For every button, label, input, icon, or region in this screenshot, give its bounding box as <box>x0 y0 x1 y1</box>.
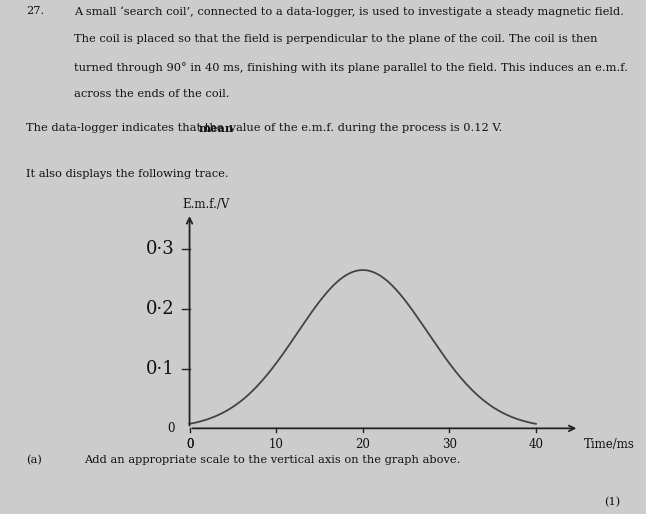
Text: 40: 40 <box>528 438 543 451</box>
Text: 0: 0 <box>186 438 193 451</box>
Text: 0: 0 <box>186 438 193 451</box>
Text: 0·2: 0·2 <box>146 300 175 318</box>
Text: E.m.f./V: E.m.f./V <box>182 198 229 211</box>
Text: across the ends of the coil.: across the ends of the coil. <box>74 89 230 99</box>
Text: (a): (a) <box>26 455 42 465</box>
Text: 0·1: 0·1 <box>146 360 175 378</box>
Text: The data-logger indicates that the: The data-logger indicates that the <box>26 123 227 133</box>
Text: value of the e.m.f. during the process is 0.12 V.: value of the e.m.f. during the process i… <box>226 123 503 133</box>
Text: 27.: 27. <box>26 6 44 16</box>
Text: 20: 20 <box>355 438 370 451</box>
Text: The coil is placed so that the field is perpendicular to the plane of the coil. : The coil is placed so that the field is … <box>74 34 598 44</box>
Text: 10: 10 <box>269 438 284 451</box>
Text: Add an appropriate scale to the vertical axis on the graph above.: Add an appropriate scale to the vertical… <box>84 455 461 465</box>
Text: A small ‘search coil’, connected to a data-logger, is used to investigate a stea: A small ‘search coil’, connected to a da… <box>74 6 624 17</box>
Text: turned through 90° in 40 ms, finishing with its plane parallel to the field. Thi: turned through 90° in 40 ms, finishing w… <box>74 62 628 72</box>
Text: 30: 30 <box>442 438 457 451</box>
Text: 0·3: 0·3 <box>146 240 175 258</box>
Text: mean: mean <box>199 123 234 134</box>
Text: Time/ms: Time/ms <box>583 438 634 451</box>
Text: (1): (1) <box>604 497 620 507</box>
Text: It also displays the following trace.: It also displays the following trace. <box>26 169 229 178</box>
Text: 0: 0 <box>167 422 175 435</box>
